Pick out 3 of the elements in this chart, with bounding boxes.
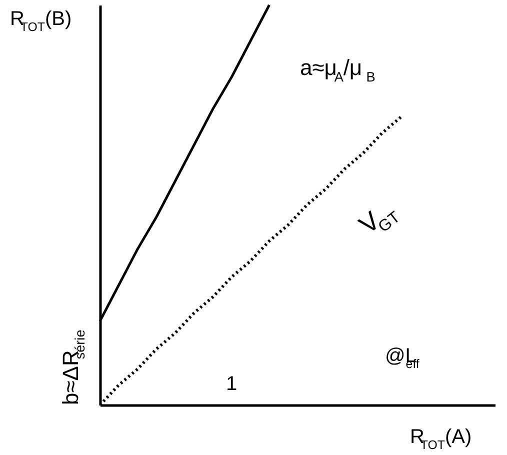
annotation: 1	[226, 373, 238, 395]
text: b≈ΔRsérie	[58, 330, 88, 405]
annotation: VGT	[353, 205, 404, 240]
